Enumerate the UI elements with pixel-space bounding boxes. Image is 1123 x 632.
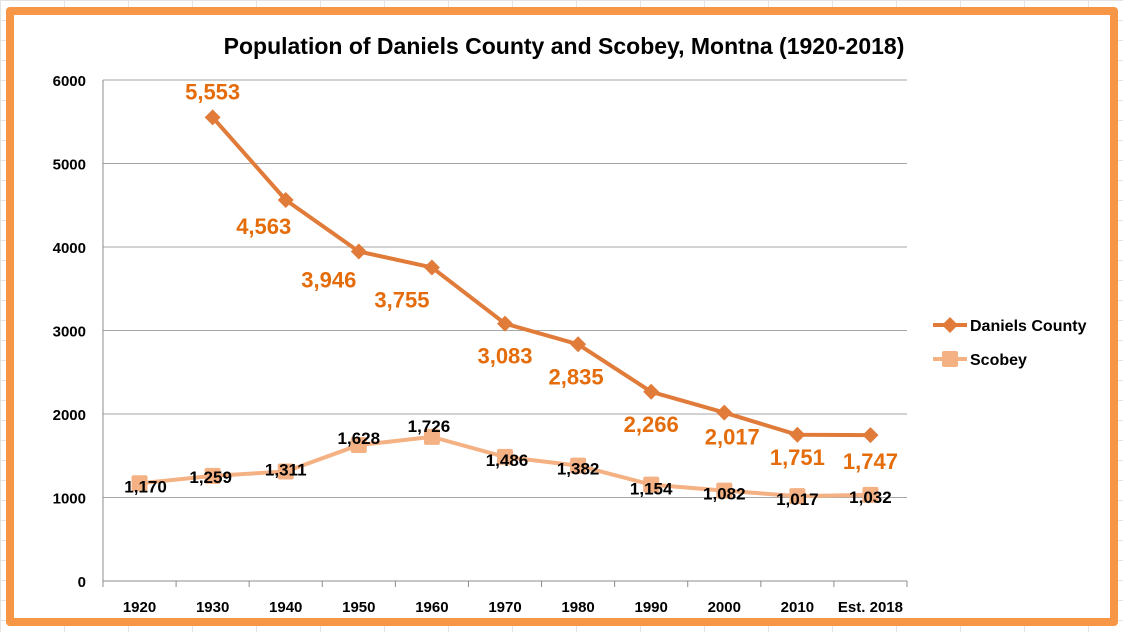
- data-point-marker: [862, 427, 879, 444]
- x-tick-label: 1920: [123, 599, 156, 616]
- data-label: 1,082: [703, 485, 746, 504]
- data-label: 1,259: [189, 468, 232, 487]
- data-label: 5,553: [185, 79, 240, 104]
- y-tick-label: 4000: [53, 240, 86, 257]
- x-tick-label: 1940: [269, 599, 302, 616]
- data-point-marker: [204, 109, 221, 126]
- data-point-marker: [570, 457, 587, 474]
- legend-label: Scobey: [970, 352, 1027, 369]
- y-tick-label: 6000: [53, 73, 86, 90]
- legend-label: Daniels County: [970, 318, 1087, 335]
- x-tick-label: 1980: [561, 599, 594, 616]
- data-point-marker: [423, 259, 440, 276]
- x-tick-label: 1950: [342, 599, 375, 616]
- data-point-marker: [716, 404, 733, 421]
- y-tick-label: 3000: [53, 324, 86, 341]
- data-label: 2,835: [549, 364, 604, 389]
- data-point-marker: [277, 463, 294, 480]
- data-point-marker: [204, 467, 221, 484]
- data-point-marker: [350, 243, 367, 260]
- data-point-marker: [423, 428, 440, 445]
- data-point-marker: [862, 486, 879, 503]
- data-point-marker: [643, 476, 660, 493]
- y-tick-label: 5000: [53, 157, 86, 174]
- data-point-marker: [131, 475, 148, 492]
- data-label: 1,382: [557, 460, 600, 479]
- x-tick-label: 2010: [781, 599, 814, 616]
- y-tick-label: 2000: [53, 407, 86, 424]
- data-label: 1,311: [265, 461, 307, 480]
- data-point-marker: [277, 191, 294, 208]
- data-point-marker: [716, 482, 733, 499]
- data-point-marker: [497, 315, 513, 332]
- data-label: 1,032: [849, 488, 892, 507]
- data-point-marker: [789, 426, 806, 443]
- data-label: 1,170: [124, 477, 167, 496]
- data-label: 2,266: [624, 412, 679, 437]
- data-label: 1,017: [776, 490, 819, 509]
- x-tick-label: 1970: [488, 599, 521, 616]
- series-line-0: [211, 115, 871, 438]
- data-point-marker: [350, 437, 367, 454]
- legend-marker-0: [942, 317, 958, 333]
- data-label: 1,726: [408, 417, 451, 436]
- data-point-marker: [643, 383, 660, 400]
- y-tick-label: 0: [78, 574, 86, 591]
- data-point-marker: [570, 336, 587, 353]
- data-label: 1,751: [770, 445, 825, 470]
- data-label: 3,755: [374, 287, 429, 312]
- data-label: 1,486: [486, 451, 529, 470]
- data-point-marker: [497, 448, 513, 465]
- data-label: 1,154: [630, 480, 673, 499]
- chart-title: Population of Daniels County and Scobey,…: [223, 33, 905, 59]
- x-tick-label: 2000: [708, 599, 741, 616]
- data-label: 1,747: [843, 449, 898, 474]
- legend-marker-1: [942, 351, 958, 367]
- x-tick-label: 1960: [415, 599, 448, 616]
- x-tick-label: Est. 2018: [838, 599, 903, 616]
- data-label: 3,083: [477, 344, 532, 369]
- x-tick-label: 1990: [634, 599, 667, 616]
- data-label: 1,628: [338, 429, 381, 448]
- data-label: 3,946: [301, 268, 356, 293]
- data-label: 4,563: [236, 214, 291, 239]
- data-label: 2,017: [705, 425, 760, 450]
- x-tick-label: 1930: [196, 599, 229, 616]
- chart-container[interactable]: Population of Daniels County and Scobey,…: [6, 7, 1118, 626]
- y-tick-label: 1000: [53, 491, 86, 508]
- data-point-marker: [789, 488, 806, 505]
